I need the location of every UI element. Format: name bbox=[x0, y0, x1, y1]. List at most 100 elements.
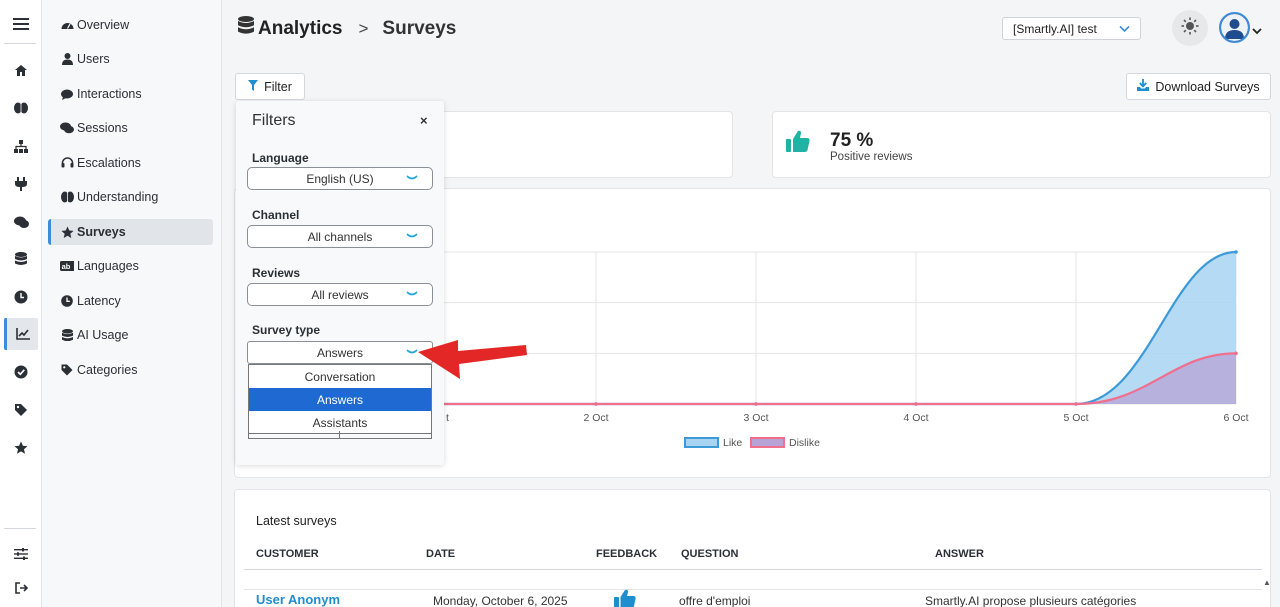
download-icon bbox=[1137, 79, 1150, 94]
menu-item-interactions[interactable]: Interactions bbox=[48, 81, 213, 107]
menu-item-languages[interactable]: ab Languages bbox=[48, 253, 213, 279]
bot-select[interactable]: [Smartly.AI] test bbox=[1002, 17, 1141, 40]
series-line-dislike bbox=[435, 352, 1237, 406]
filter-button-label: Filter bbox=[264, 79, 292, 94]
download-button-label: Download Surveys bbox=[1155, 79, 1260, 94]
headset-icon bbox=[60, 156, 74, 170]
tag-icon bbox=[60, 363, 74, 377]
star-icon[interactable] bbox=[4, 432, 38, 464]
menu-item-ai-usage[interactable]: AI Usage bbox=[48, 322, 213, 348]
menu-item-sessions[interactable]: Sessions bbox=[48, 115, 213, 141]
chart-grid bbox=[436, 251, 1237, 405]
reviews-select[interactable]: All reviews bbox=[247, 283, 433, 306]
filter-icon bbox=[248, 79, 259, 94]
rail-divider bbox=[4, 43, 36, 44]
menu-item-users[interactable]: Users bbox=[48, 46, 213, 72]
x-tick-label: t bbox=[446, 412, 449, 424]
row-answer: Smartly.AI propose plusieurs catégories bbox=[925, 594, 1137, 607]
customer-link[interactable]: User Anonym bbox=[256, 592, 341, 607]
positive-reviews-label: Positive reviews bbox=[830, 151, 913, 163]
download-surveys-button[interactable]: Download Surveys bbox=[1126, 73, 1271, 100]
svg-text:ab: ab bbox=[62, 262, 71, 271]
brain-icon[interactable] bbox=[4, 92, 38, 124]
sitemap-icon[interactable] bbox=[4, 130, 38, 162]
menu-item-label: Surveys bbox=[77, 225, 126, 239]
database-icon[interactable] bbox=[4, 243, 38, 275]
sun-icon bbox=[1181, 17, 1199, 40]
chart-line-icon[interactable] bbox=[4, 318, 38, 350]
data-point bbox=[754, 402, 758, 406]
survey-type-option-answers[interactable]: Answers bbox=[249, 388, 431, 411]
series-area-like bbox=[436, 252, 1236, 404]
x-tick-label: 3 Oct bbox=[743, 412, 768, 424]
tags-icon[interactable] bbox=[4, 394, 38, 426]
star-icon bbox=[60, 225, 74, 239]
hidden-control-divider bbox=[339, 431, 340, 438]
data-point bbox=[1234, 351, 1238, 356]
database-icon bbox=[60, 328, 74, 342]
latest-surveys-title: Latest surveys bbox=[256, 514, 337, 528]
menu-item-label: Latency bbox=[77, 294, 121, 308]
menu-item-label: Users bbox=[77, 52, 110, 66]
channel-select[interactable]: All channels bbox=[247, 225, 433, 248]
reviews-label: Reviews bbox=[252, 266, 301, 280]
stat-card-reviews bbox=[420, 111, 733, 178]
scroll-up-arrow-icon[interactable]: ▲ bbox=[1263, 578, 1271, 587]
column-header-customer[interactable]: CUSTOMER bbox=[256, 548, 319, 560]
hidden-control-edge bbox=[248, 434, 432, 439]
sign-out-icon[interactable] bbox=[4, 572, 38, 604]
column-header-answer[interactable]: ANSWER bbox=[935, 548, 984, 560]
brain-icon bbox=[60, 190, 74, 204]
close-icon[interactable]: × bbox=[420, 113, 428, 128]
latest-surveys-card bbox=[234, 489, 1271, 607]
bot-select-value: [Smartly.AI] test bbox=[1013, 21, 1097, 36]
menu-item-label: Overview bbox=[77, 18, 130, 32]
table-row-divider bbox=[244, 589, 1262, 590]
chevron-down-icon[interactable] bbox=[1252, 22, 1262, 40]
survey-type-option-conversation[interactable]: Conversation bbox=[304, 369, 376, 384]
avatar[interactable] bbox=[1219, 12, 1250, 43]
table-header-divider bbox=[244, 569, 1262, 570]
filters-panel: Filters × Language English (US) Channel … bbox=[236, 101, 444, 465]
plug-icon[interactable] bbox=[4, 168, 38, 200]
menu-item-label: Languages bbox=[77, 259, 139, 273]
column-header-date[interactable]: DATE bbox=[426, 548, 456, 560]
menu-item-understanding[interactable]: Understanding bbox=[48, 184, 213, 210]
data-point bbox=[914, 402, 918, 406]
column-header-feedback[interactable]: FEEDBACK bbox=[596, 548, 658, 560]
data-point bbox=[1234, 250, 1238, 254]
legend-label-dislike: Dislike bbox=[789, 437, 820, 449]
series-line-like bbox=[435, 250, 1237, 406]
menu-item-overview[interactable]: Overview bbox=[48, 12, 213, 38]
chevron-down-icon bbox=[1119, 22, 1130, 36]
analytics-menu: Overview Users Interactions Sessions Esc… bbox=[42, 0, 222, 607]
survey-type-select[interactable]: Answers bbox=[247, 341, 433, 364]
menu-item-surveys[interactable]: Surveys bbox=[48, 219, 213, 245]
language-label: Language bbox=[252, 151, 309, 165]
language-select[interactable]: English (US) bbox=[247, 167, 433, 190]
data-point bbox=[594, 402, 598, 406]
breadcrumb-analytics[interactable]: Analytics bbox=[258, 17, 343, 39]
surveys-chart: t 2 Oct 3 Oct 4 Oct 5 Oct 6 Oct Like Dislike bbox=[434, 250, 1249, 449]
menu-item-latency[interactable]: Latency bbox=[48, 288, 213, 314]
comments-icon[interactable] bbox=[4, 206, 38, 238]
x-tick-label: 5 Oct bbox=[1063, 412, 1088, 424]
column-header-question[interactable]: QUESTION bbox=[681, 548, 739, 560]
clock-icon bbox=[60, 294, 74, 308]
dashboard-icon bbox=[60, 18, 74, 32]
legend-swatch-like bbox=[684, 437, 719, 448]
positive-reviews-value: 75 % bbox=[830, 130, 874, 151]
filter-button[interactable]: Filter bbox=[235, 73, 305, 100]
home-icon[interactable] bbox=[4, 54, 38, 86]
stat-card-positive-reviews bbox=[772, 111, 1271, 178]
check-circle-icon[interactable] bbox=[4, 356, 38, 388]
menu-item-escalations[interactable]: Escalations bbox=[48, 150, 213, 176]
clock-icon[interactable] bbox=[4, 281, 38, 313]
survey-type-option-assistants[interactable]: Assistants bbox=[312, 415, 368, 430]
menu-item-label: Understanding bbox=[77, 190, 159, 204]
theme-toggle-button[interactable] bbox=[1172, 10, 1208, 46]
menu-item-categories[interactable]: Categories bbox=[48, 357, 213, 383]
sliders-icon[interactable] bbox=[4, 538, 38, 570]
hamburger-icon[interactable] bbox=[4, 8, 38, 40]
page-title: Analytics > Surveys bbox=[238, 16, 456, 41]
